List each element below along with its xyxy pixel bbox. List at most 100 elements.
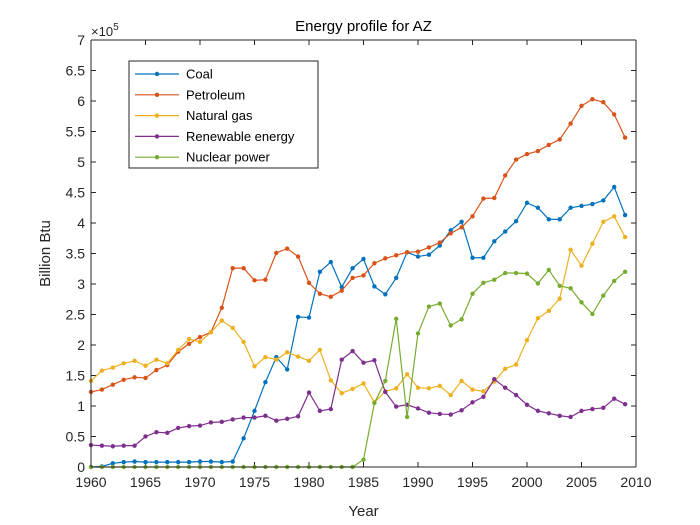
data-point-petroleum [154,367,159,373]
y-exponent-power: 5 [113,22,119,33]
data-point-petroleum [404,250,410,255]
data-point-petroleum [372,261,377,266]
data-point-petroleum [306,280,312,285]
data-point-petroleum [448,231,453,236]
data-point-coal [230,459,235,464]
data-point-coal [492,239,497,244]
data-point-renewable-energy [470,400,475,405]
data-point-petroleum [274,250,279,256]
data-point-renewable-energy [186,423,192,429]
y-tick-label: 1.5 [66,368,86,384]
data-point-nuclear-power [448,323,453,328]
data-point-petroleum [143,375,148,381]
data-point-petroleum [99,387,105,392]
data-point-coal [219,459,224,465]
data-point-petroleum [524,151,530,157]
data-point-nuclear-power [590,311,595,317]
data-point-renewable-energy [568,414,573,420]
data-point-renewable-energy [622,401,628,407]
data-point-renewable-energy [546,411,551,416]
data-point-nuclear-power [568,286,573,291]
data-point-natural-gas [165,361,170,366]
data-point-nuclear-power [415,331,421,336]
y-tick-label: 6.5 [66,63,86,79]
data-point-petroleum [459,225,464,230]
data-point-renewable-energy [612,396,617,401]
data-point-petroleum [437,240,442,245]
data-point-petroleum [186,341,192,346]
data-point-coal [176,459,181,465]
data-point-petroleum [121,377,126,382]
data-point-natural-gas [546,308,551,314]
data-point-coal [285,367,290,372]
legend-marker [154,134,160,139]
data-point-renewable-energy [361,360,366,365]
data-point-renewable-energy [295,414,301,419]
legend-marker [154,155,160,160]
chart-title: Energy profile for AZ [295,18,432,35]
data-point-natural-gas [448,392,453,398]
data-point-petroleum [557,137,562,142]
data-point-nuclear-power [470,291,475,296]
data-point-coal [328,259,333,265]
y-tick-label: 5 [77,154,85,170]
series-line-natural-gas [90,215,626,404]
data-point-coal [186,459,192,465]
y-exponent-base: ×10 [91,24,113,39]
data-point-natural-gas [208,329,214,335]
data-point-renewable-energy [601,405,606,411]
legend-item-natural-gas: Natural gas [135,108,253,123]
data-point-petroleum [513,157,519,162]
data-point-natural-gas [535,315,541,321]
data-point-petroleum [350,275,355,281]
data-point-coal [579,203,584,209]
data-point-natural-gas [350,386,355,392]
data-point-renewable-energy [328,406,333,412]
data-point-natural-gas [415,385,421,390]
data-point-petroleum [132,375,137,380]
data-point-natural-gas [557,296,562,301]
data-point-petroleum [110,382,116,387]
data-point-natural-gas [306,358,312,364]
y-tick-label: 4 [77,215,85,231]
y-tick-label: 7 [77,32,85,48]
legend-item-nuclear-power: Nuclear power [135,150,270,165]
legend-label: Petroleum [186,87,245,102]
data-point-nuclear-power [426,304,432,309]
data-point-renewable-energy [437,411,442,417]
data-point-renewable-energy [535,408,541,414]
data-point-natural-gas [361,381,366,386]
data-point-petroleum [503,173,508,178]
y-exponent-label: ×105 [91,22,119,39]
data-point-coal [557,217,562,222]
data-point-renewable-energy [208,420,214,425]
data-point-petroleum [197,334,203,340]
axes-box [90,39,637,468]
data-point-coal [361,256,366,262]
data-point-renewable-energy [274,418,279,423]
data-point-coal [121,459,126,465]
data-point-petroleum [394,253,399,258]
data-point-renewable-energy [230,417,235,422]
data-point-petroleum [579,103,584,109]
data-point-natural-gas [121,361,126,366]
legend-item-coal: Coal [135,67,213,82]
data-point-petroleum [568,121,573,126]
x-tick-label: 1990 [402,474,433,490]
x-tick-label: 1965 [130,474,161,490]
data-point-natural-gas [470,387,475,392]
data-point-nuclear-power [492,277,497,282]
data-point-natural-gas [176,347,181,353]
data-point-coal [132,459,137,464]
data-point-nuclear-power [481,280,486,285]
data-point-nuclear-power [503,270,508,276]
y-tick-label: 4.5 [66,185,86,201]
y-tick-label: 1 [77,398,85,414]
data-point-petroleum [535,148,541,154]
x-axis-title: Year [348,503,378,520]
x-tick-label: 1995 [457,474,488,490]
data-point-renewable-energy [165,430,170,436]
y-tick-label: 0.5 [66,429,86,445]
data-point-petroleum [481,196,486,201]
data-point-nuclear-power [535,281,541,286]
